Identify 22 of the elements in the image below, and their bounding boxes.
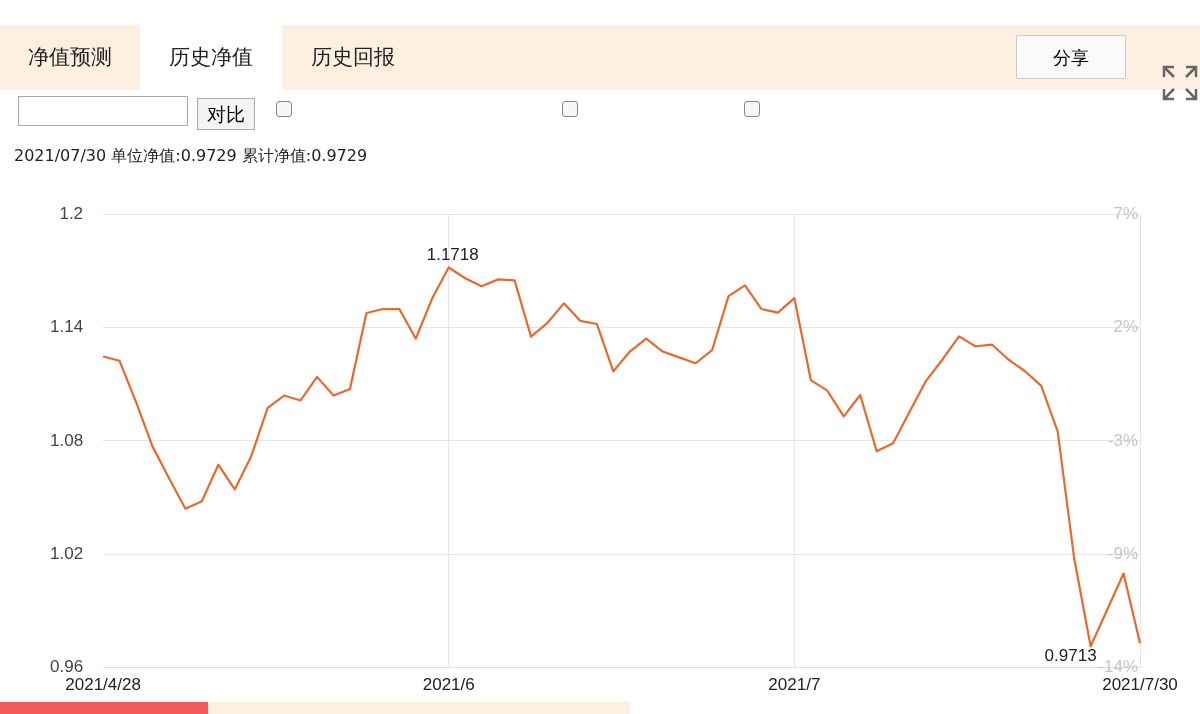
text: 历史净值 bbox=[140, 25, 282, 90]
x-tick-label: 2021/4/28 bbox=[65, 675, 141, 695]
y-tick-label: 1.02 bbox=[49, 543, 84, 563]
y2-tick-label: -9% bbox=[1107, 544, 1138, 564]
data-label: 0.9713 bbox=[1044, 646, 1097, 666]
chart-title: 2021/07/30 单位净值:0.9729 累计净值:0.9729 bbox=[14, 146, 368, 167]
y-tick-label: 1.08 bbox=[49, 430, 84, 450]
text: 净值预测 bbox=[27, 44, 113, 71]
text: 分享 bbox=[1016, 35, 1126, 79]
y2-tick-label: -14% bbox=[1098, 657, 1138, 677]
y-tick-label: 1.2 bbox=[59, 203, 84, 223]
y2-tick-label: 7% bbox=[1113, 203, 1138, 223]
y2-tick-label: 2% bbox=[1113, 317, 1138, 337]
x-tick-label: 2021/7/30 bbox=[1102, 675, 1178, 695]
x-tick-label: 2021/7 bbox=[768, 675, 821, 695]
y-tick-label: 0.96 bbox=[49, 657, 84, 677]
text: 对比 bbox=[197, 98, 255, 130]
y2-tick-label: -3% bbox=[1107, 430, 1138, 450]
text: 历史回报 bbox=[310, 44, 396, 71]
y-tick-label: 1.14 bbox=[49, 317, 84, 337]
x-tick-label: 2021/6 bbox=[422, 675, 475, 695]
data-label: 1.1718 bbox=[426, 244, 479, 264]
